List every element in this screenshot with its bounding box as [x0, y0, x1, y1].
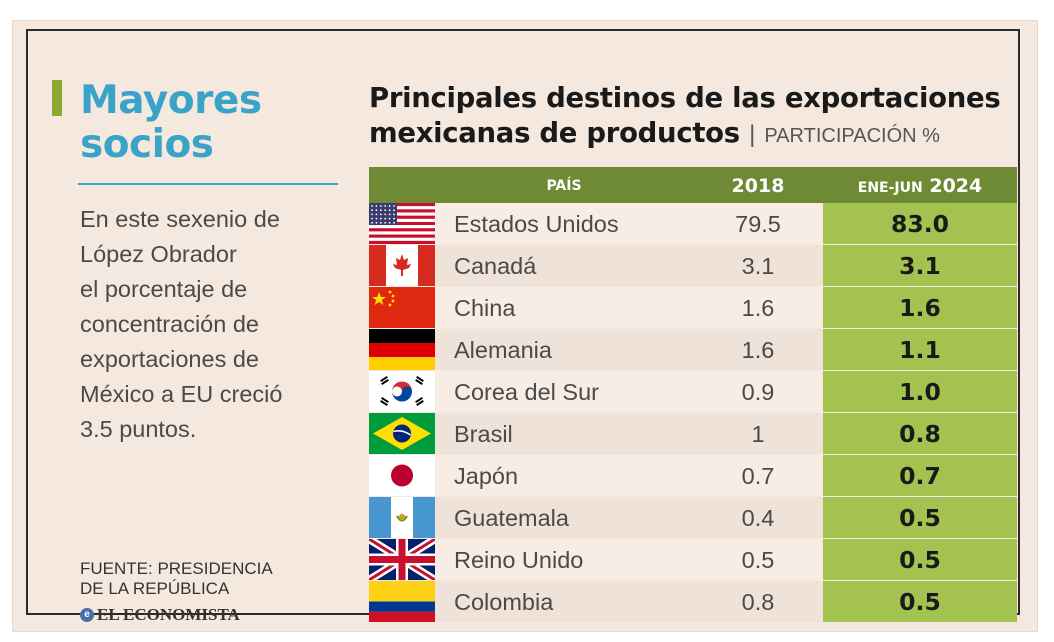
e-icon: e: [80, 608, 94, 622]
value-2024: 1.1: [823, 329, 1017, 370]
summary-line: 3.5 puntos.: [80, 416, 197, 442]
value-2024: 83.0: [823, 203, 1017, 244]
guatemala-flag-icon: [369, 497, 435, 538]
south-korea-flag-icon: [369, 371, 435, 412]
headline-divider: [78, 183, 338, 185]
value-2024: 0.7: [823, 455, 1017, 496]
value-2024: 0.5: [823, 581, 1017, 622]
summary-text: En este sexenio de López Obrador el porc…: [80, 202, 350, 447]
source-line: FUENTE: PRESIDENCIA: [80, 559, 273, 578]
country-name: Brasil: [454, 421, 513, 447]
canada-flag-icon: [369, 245, 435, 286]
table-row: Canadá 3.1 3.1: [369, 245, 1017, 287]
table-row: Guatemala 0.4 0.5: [369, 497, 1017, 539]
usa-flag-icon: [369, 203, 435, 244]
country-name: Estados Unidos: [454, 211, 619, 237]
country-cell: Japón: [435, 455, 693, 496]
headline-line-1: Mayores: [80, 78, 262, 123]
summary-line: México a EU creció: [80, 381, 283, 407]
source-credit: FUENTE: PRESIDENCIA DE LA REPÚBLICA: [80, 559, 340, 599]
summary-line: En este sexenio de: [80, 206, 280, 232]
country-cell: Corea del Sur: [435, 371, 693, 412]
header-country: PAÍS: [546, 178, 582, 194]
country-name: Guatemala: [454, 505, 569, 531]
el-economista-logo: e EL ECONOMISTA: [80, 605, 240, 625]
infographic-border: Mayores socios En este sexenio de López …: [26, 29, 1020, 624]
table-row: Corea del Sur 0.9 1.0: [369, 371, 1017, 413]
summary-line: el porcentaje de: [80, 276, 248, 302]
logo-text: EL ECONOMISTA: [97, 605, 240, 624]
source-line: DE LA REPÚBLICA: [80, 579, 230, 598]
country-name: Canadá: [454, 253, 537, 279]
china-flag-icon: [369, 287, 435, 328]
value-2018: 0.4: [693, 497, 823, 538]
chart-title-line-1: Principales destinos de las exportacione…: [369, 82, 1001, 114]
table-header: PAÍS 2018 ENE-JUN 2024: [369, 167, 1017, 203]
exports-table: PAÍS 2018 ENE-JUN 2024 Estados Unidos 79.…: [369, 167, 1017, 625]
value-2024: 1.6: [823, 287, 1017, 328]
table-row: China 1.6 1.6: [369, 287, 1017, 329]
value-2018: 0.9: [693, 371, 823, 412]
value-2024: 3.1: [823, 245, 1017, 286]
headline-accent-bar: [52, 80, 62, 116]
germany-flag-icon: [369, 329, 435, 370]
table-row: Alemania 1.6 1.1: [369, 329, 1017, 371]
value-2018: 0.8: [693, 581, 823, 622]
chart-title-line-2: mexicanas de productos: [369, 117, 740, 149]
chart-subtitle: PARTICIPACIÓN %: [764, 125, 940, 147]
value-2018: 1.6: [693, 287, 823, 328]
value-2024: 0.5: [823, 497, 1017, 538]
country-name: Corea del Sur: [454, 379, 599, 405]
headline: Mayores socios: [80, 79, 262, 167]
headline-line-2: socios: [80, 122, 214, 167]
value-2018: 0.5: [693, 539, 823, 580]
value-2024: 1.0: [823, 371, 1017, 412]
country-cell: China: [435, 287, 693, 328]
value-2018: 1: [693, 413, 823, 454]
header-2024-year: 2024: [929, 175, 983, 197]
table-row: Japón 0.7 0.7: [369, 455, 1017, 497]
country-name: China: [454, 295, 516, 321]
table-row: Reino Unido 0.5 0.5: [369, 539, 1017, 581]
value-2018: 3.1: [693, 245, 823, 286]
value-2024: 0.8: [823, 413, 1017, 454]
chart-title: Principales destinos de las exportacione…: [369, 81, 1049, 154]
header-2024: ENE-JUN 2024: [823, 167, 1017, 203]
value-2018: 0.7: [693, 455, 823, 496]
country-cell: Alemania: [435, 329, 693, 370]
country-name: Colombia: [454, 589, 554, 615]
table-row: Colombia 0.8 0.5: [369, 581, 1017, 623]
header-2018: 2018: [731, 175, 785, 197]
value-2018: 79.5: [693, 203, 823, 244]
country-name: Reino Unido: [454, 547, 584, 573]
country-cell: Brasil: [435, 413, 693, 454]
summary-line: exportaciones de: [80, 346, 259, 372]
table-row: Estados Unidos 79.5 83.0: [369, 203, 1017, 245]
country-cell: Estados Unidos: [435, 203, 693, 244]
summary-line: López Obrador: [80, 241, 237, 267]
title-separator: |: [749, 121, 756, 148]
value-2018: 1.6: [693, 329, 823, 370]
country-cell: Colombia: [435, 581, 693, 622]
brazil-flag-icon: [369, 413, 435, 454]
table-body: Estados Unidos 79.5 83.0 Canadá 3.1 3.1 China 1…: [369, 203, 1017, 623]
uk-flag-icon: [369, 539, 435, 580]
country-cell: Canadá: [435, 245, 693, 286]
summary-line: concentración de: [80, 311, 259, 337]
country-name: Alemania: [454, 337, 552, 363]
country-cell: Reino Unido: [435, 539, 693, 580]
colombia-flag-icon: [369, 581, 435, 622]
japan-flag-icon: [369, 455, 435, 496]
table-row: Brasil 1 0.8: [369, 413, 1017, 455]
header-2024-prefix: ENE-JUN: [857, 180, 923, 196]
value-2024: 0.5: [823, 539, 1017, 580]
country-name: Japón: [454, 463, 519, 489]
country-cell: Guatemala: [435, 497, 693, 538]
